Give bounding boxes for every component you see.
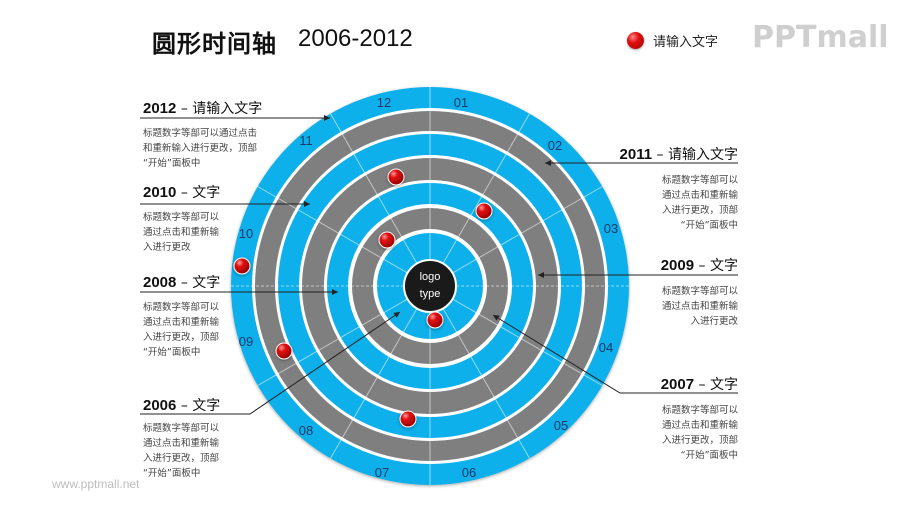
month-label: 06 [462,465,476,480]
month-labels: 01 02 03 04 05 06 07 08 09 10 11 12 [239,95,618,480]
legend-label: 请输入文字 [653,35,719,50]
entry-title: 文字 [710,377,738,393]
red-marker-icon [275,342,293,360]
entry-year: 2010 [143,184,177,201]
month-label: 03 [604,221,618,236]
timeline-entry-2006: 2006 – 文字 标题数字等部可以 通过点击和重新输 入进行更改，顶部 “开始… [143,397,221,479]
month-label: 11 [299,133,313,148]
month-label: 07 [375,465,389,480]
entry-year: 2008 [143,274,177,291]
red-marker-icon [387,168,405,186]
timeline-entry-2010: 2010 – 文字 标题数字等部可以 通过点击和重新输 入进行更改 [143,184,221,253]
logo-line1: logo [420,271,441,283]
entry-title: 文字 [710,258,738,274]
entry-title: 文字 [192,398,221,414]
entry-title: 文字 [192,185,221,201]
entry-title: 请输入文字 [668,147,738,163]
watermark: www.pptmall.net [52,477,140,491]
entry-year: 2007 [660,376,695,393]
month-label: 04 [599,340,613,355]
page-title: 圆形时间轴 [152,30,277,58]
month-label: 09 [239,334,253,349]
entry-year: 2012 [143,100,177,117]
markers [233,168,493,428]
month-label: 12 [377,95,391,110]
red-marker-icon [233,257,251,275]
red-marker-icon [627,32,644,49]
red-marker-icon [426,311,444,329]
red-marker-icon [399,410,417,428]
month-label: 01 [454,95,468,110]
timeline-entry-2012: 2012 – 请输入文字 标题数字等部可以通过点击 和重新输入进行更改，顶部 “… [143,100,263,169]
entry-year: 2011 [619,146,653,163]
red-marker-icon [378,231,396,249]
leader-lines [140,115,738,415]
month-label: 08 [299,423,313,438]
red-marker-icon [475,202,493,220]
entry-year: 2006 [143,397,177,414]
month-label: 02 [548,138,562,153]
brand-logo: PPTmall [752,20,889,55]
timeline-entry-2009: 2009 – 文字 标题数字等部可以 通过点击和重新输 入进行更改 [660,257,738,327]
month-label: 05 [554,418,568,433]
legend: 请输入文字 [627,31,718,50]
logo-line2: type [420,288,441,300]
timeline-entry-2008: 2008 – 文字 标题数字等部可以 通过点击和重新输 入进行更改，顶部 “开始… [143,274,221,358]
page-subtitle: 2006-2012 [298,25,413,52]
entry-year: 2009 [660,257,695,274]
month-label: 10 [239,226,253,241]
entry-title: 请输入文字 [192,101,263,117]
entry-title: 文字 [192,275,221,291]
timeline-entry-2007: 2007 – 文字 标题数字等部可以 通过点击和重新输 入进行更改，顶部 “开始… [660,376,738,461]
center-logo-disc [403,259,457,313]
timeline-entry-2011: 2011 – 请输入文字 标题数字等部可以 通过点击和重新输 入进行更改，顶部 … [619,146,738,231]
